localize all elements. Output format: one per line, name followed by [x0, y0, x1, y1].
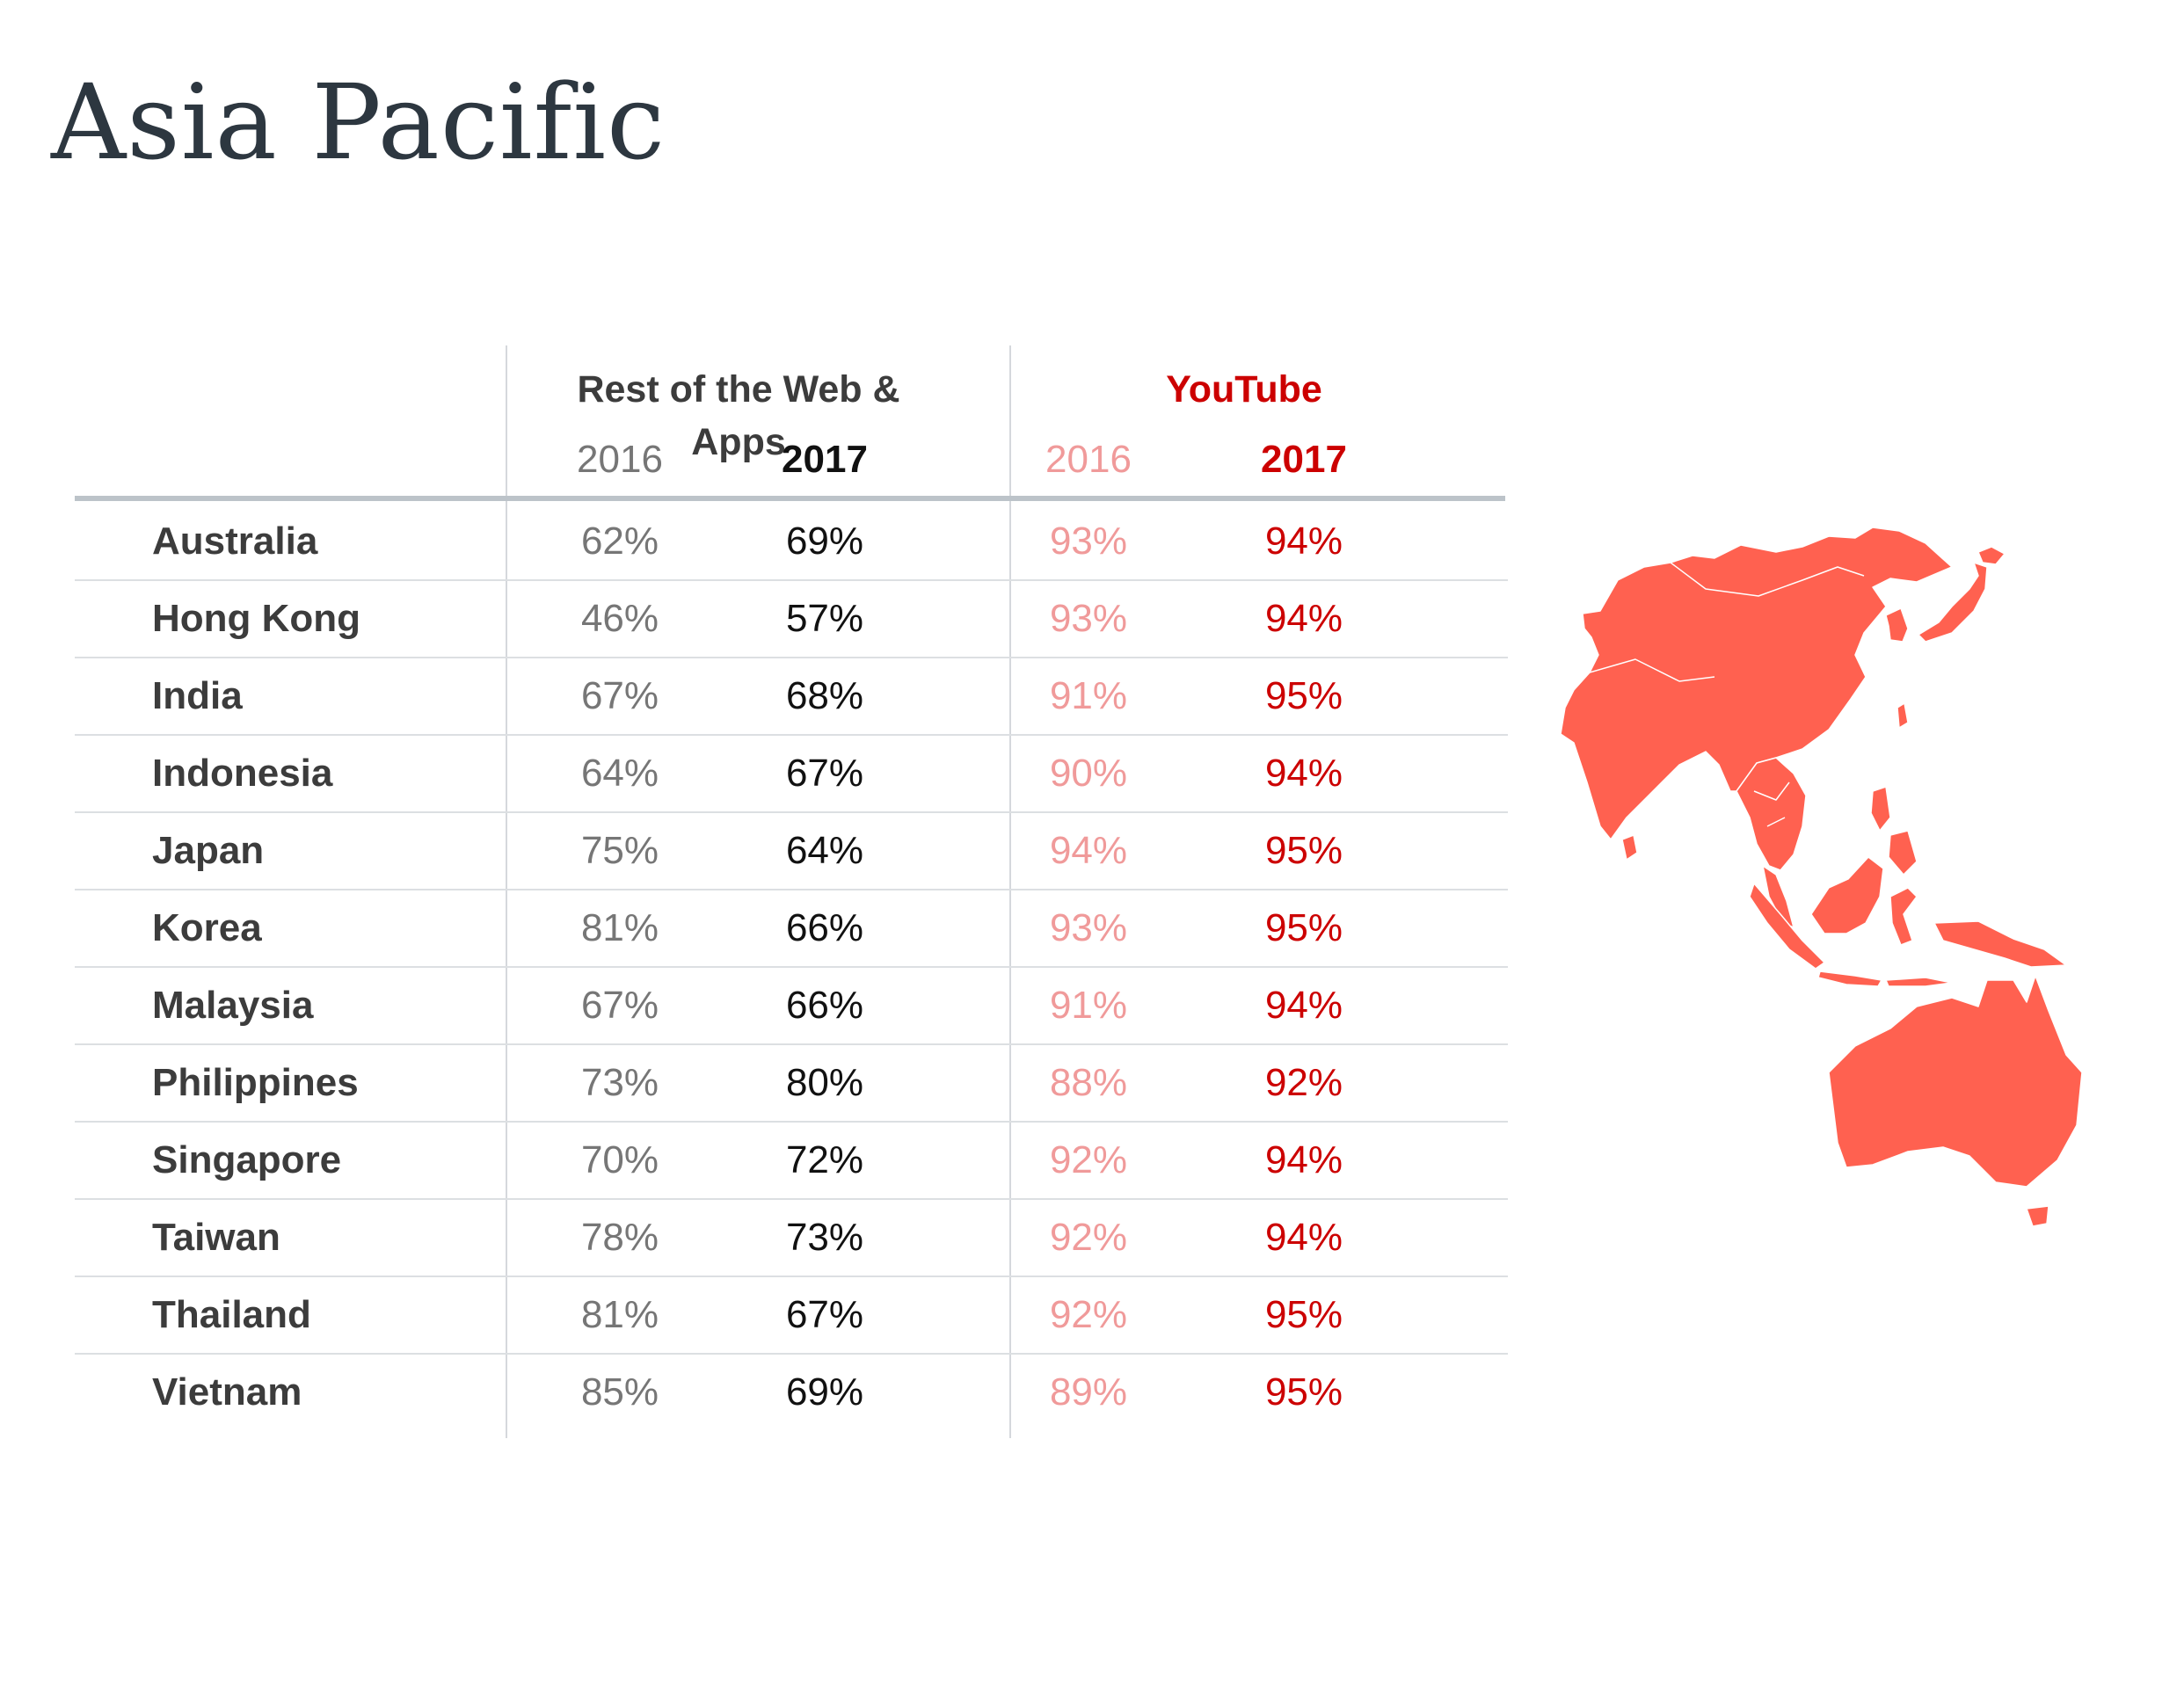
- rest-2016-cell: 78%: [580, 1216, 659, 1259]
- rest-2017-cell: 69%: [785, 1370, 864, 1414]
- youtube-2017-cell: 94%: [1264, 1138, 1343, 1181]
- rest-2016-cell: 46%: [580, 597, 659, 640]
- header-divider: [75, 496, 1505, 501]
- country-cell: Korea: [152, 906, 262, 949]
- rest-2016-cell: 75%: [580, 829, 659, 872]
- youtube-2017-cell: 95%: [1264, 674, 1343, 717]
- youtube-2017-cell: 94%: [1264, 752, 1343, 795]
- table-row-malaysia: Malaysia 67% 66% 91% 94%: [75, 968, 1508, 1045]
- table-row-singapore: Singapore 70% 72% 92% 94%: [75, 1123, 1508, 1200]
- rest-2016-cell: 73%: [580, 1061, 659, 1104]
- rest-2017-cell: 64%: [785, 829, 864, 872]
- rest-2017-cell: 72%: [785, 1138, 864, 1181]
- table-row-hong-kong: Hong Kong 46% 57% 93% 94%: [75, 581, 1508, 658]
- youtube-2016-cell: 92%: [1049, 1138, 1128, 1181]
- rest-2017-cell: 69%: [785, 520, 864, 563]
- rest-2016-cell: 81%: [580, 1293, 659, 1336]
- youtube-2017-cell: 95%: [1264, 1293, 1343, 1336]
- table-row-thailand: Thailand 81% 67% 92% 95%: [75, 1277, 1508, 1355]
- youtube-2016-cell: 88%: [1049, 1061, 1128, 1104]
- table-row-taiwan: Taiwan 78% 73% 92% 94%: [75, 1200, 1508, 1277]
- youtube-2016-cell: 93%: [1049, 906, 1128, 949]
- comparison-table: Rest of the Web & Apps YouTube 2016 2017…: [75, 345, 1508, 1438]
- column-divider-countries: [506, 345, 507, 1438]
- rest-2017-cell: 67%: [785, 752, 864, 795]
- country-cell: Indonesia: [152, 752, 333, 795]
- group-header-youtube: YouTube: [1166, 368, 1322, 411]
- rest-2016-cell: 64%: [580, 752, 659, 795]
- country-cell: Australia: [152, 520, 318, 563]
- year-header-youtube-2017: 2017: [1261, 438, 1347, 481]
- rest-2017-cell: 73%: [785, 1216, 864, 1259]
- year-header-rest-2017: 2017: [782, 438, 868, 481]
- rest-2017-cell: 68%: [785, 674, 864, 717]
- country-cell: Philippines: [152, 1061, 359, 1104]
- youtube-2017-cell: 94%: [1264, 1216, 1343, 1259]
- country-cell: Thailand: [152, 1293, 311, 1336]
- year-header-youtube-2016: 2016: [1045, 438, 1132, 481]
- youtube-2016-cell: 90%: [1049, 752, 1128, 795]
- table-row-india: India 67% 68% 91% 95%: [75, 658, 1508, 736]
- table-row-australia: Australia 62% 69% 93% 94%: [75, 504, 1508, 581]
- rest-2017-cell: 66%: [785, 984, 864, 1027]
- column-divider-groups: [1009, 345, 1011, 1438]
- country-cell: Vietnam: [152, 1370, 302, 1414]
- table-row-japan: Japan 75% 64% 94% 95%: [75, 813, 1508, 890]
- rest-2016-cell: 62%: [580, 520, 659, 563]
- country-cell: Taiwan: [152, 1216, 280, 1259]
- rest-2017-cell: 66%: [785, 906, 864, 949]
- country-cell: Hong Kong: [152, 597, 361, 640]
- country-cell: Singapore: [152, 1138, 342, 1181]
- table-row-indonesia: Indonesia 64% 67% 90% 94%: [75, 736, 1508, 813]
- youtube-2017-cell: 92%: [1264, 1061, 1343, 1104]
- youtube-2017-cell: 95%: [1264, 906, 1343, 949]
- youtube-2016-cell: 91%: [1049, 674, 1128, 717]
- youtube-2016-cell: 94%: [1049, 829, 1128, 872]
- youtube-2016-cell: 92%: [1049, 1216, 1128, 1259]
- youtube-2016-cell: 89%: [1049, 1370, 1128, 1414]
- table-row-korea: Korea 81% 66% 93% 95%: [75, 890, 1508, 968]
- country-cell: Malaysia: [152, 984, 314, 1027]
- youtube-2016-cell: 93%: [1049, 520, 1128, 563]
- group-header-rest-of-web: Rest of the Web & Apps: [577, 368, 900, 463]
- rest-2016-cell: 67%: [580, 984, 659, 1027]
- rest-2016-cell: 85%: [580, 1370, 659, 1414]
- table-row-vietnam: Vietnam 85% 69% 89% 95%: [75, 1355, 1508, 1432]
- youtube-2016-cell: 91%: [1049, 984, 1128, 1027]
- page-title: Asia Pacific: [51, 62, 666, 183]
- rest-2016-cell: 81%: [580, 906, 659, 949]
- table-body: Australia 62% 69% 93% 94% Hong Kong 46% 57% 93% 9…: [75, 504, 1508, 1432]
- year-header-rest-2016: 2016: [577, 438, 663, 481]
- rest-2016-cell: 70%: [580, 1138, 659, 1181]
- country-cell: Japan: [152, 829, 265, 872]
- youtube-2017-cell: 95%: [1264, 1370, 1343, 1414]
- rest-2017-cell: 80%: [785, 1061, 864, 1104]
- rest-2016-cell: 67%: [580, 674, 659, 717]
- youtube-2017-cell: 94%: [1264, 520, 1343, 563]
- table-row-philippines: Philippines 73% 80% 88% 92%: [75, 1045, 1508, 1123]
- youtube-2016-cell: 93%: [1049, 597, 1128, 640]
- asia-pacific-map-icon: [1560, 527, 2083, 1227]
- youtube-2016-cell: 92%: [1049, 1293, 1128, 1336]
- youtube-2017-cell: 95%: [1264, 829, 1343, 872]
- country-cell: India: [152, 674, 243, 717]
- rest-2017-cell: 67%: [785, 1293, 864, 1336]
- youtube-2017-cell: 94%: [1264, 984, 1343, 1027]
- rest-2017-cell: 57%: [785, 597, 864, 640]
- youtube-2017-cell: 94%: [1264, 597, 1343, 640]
